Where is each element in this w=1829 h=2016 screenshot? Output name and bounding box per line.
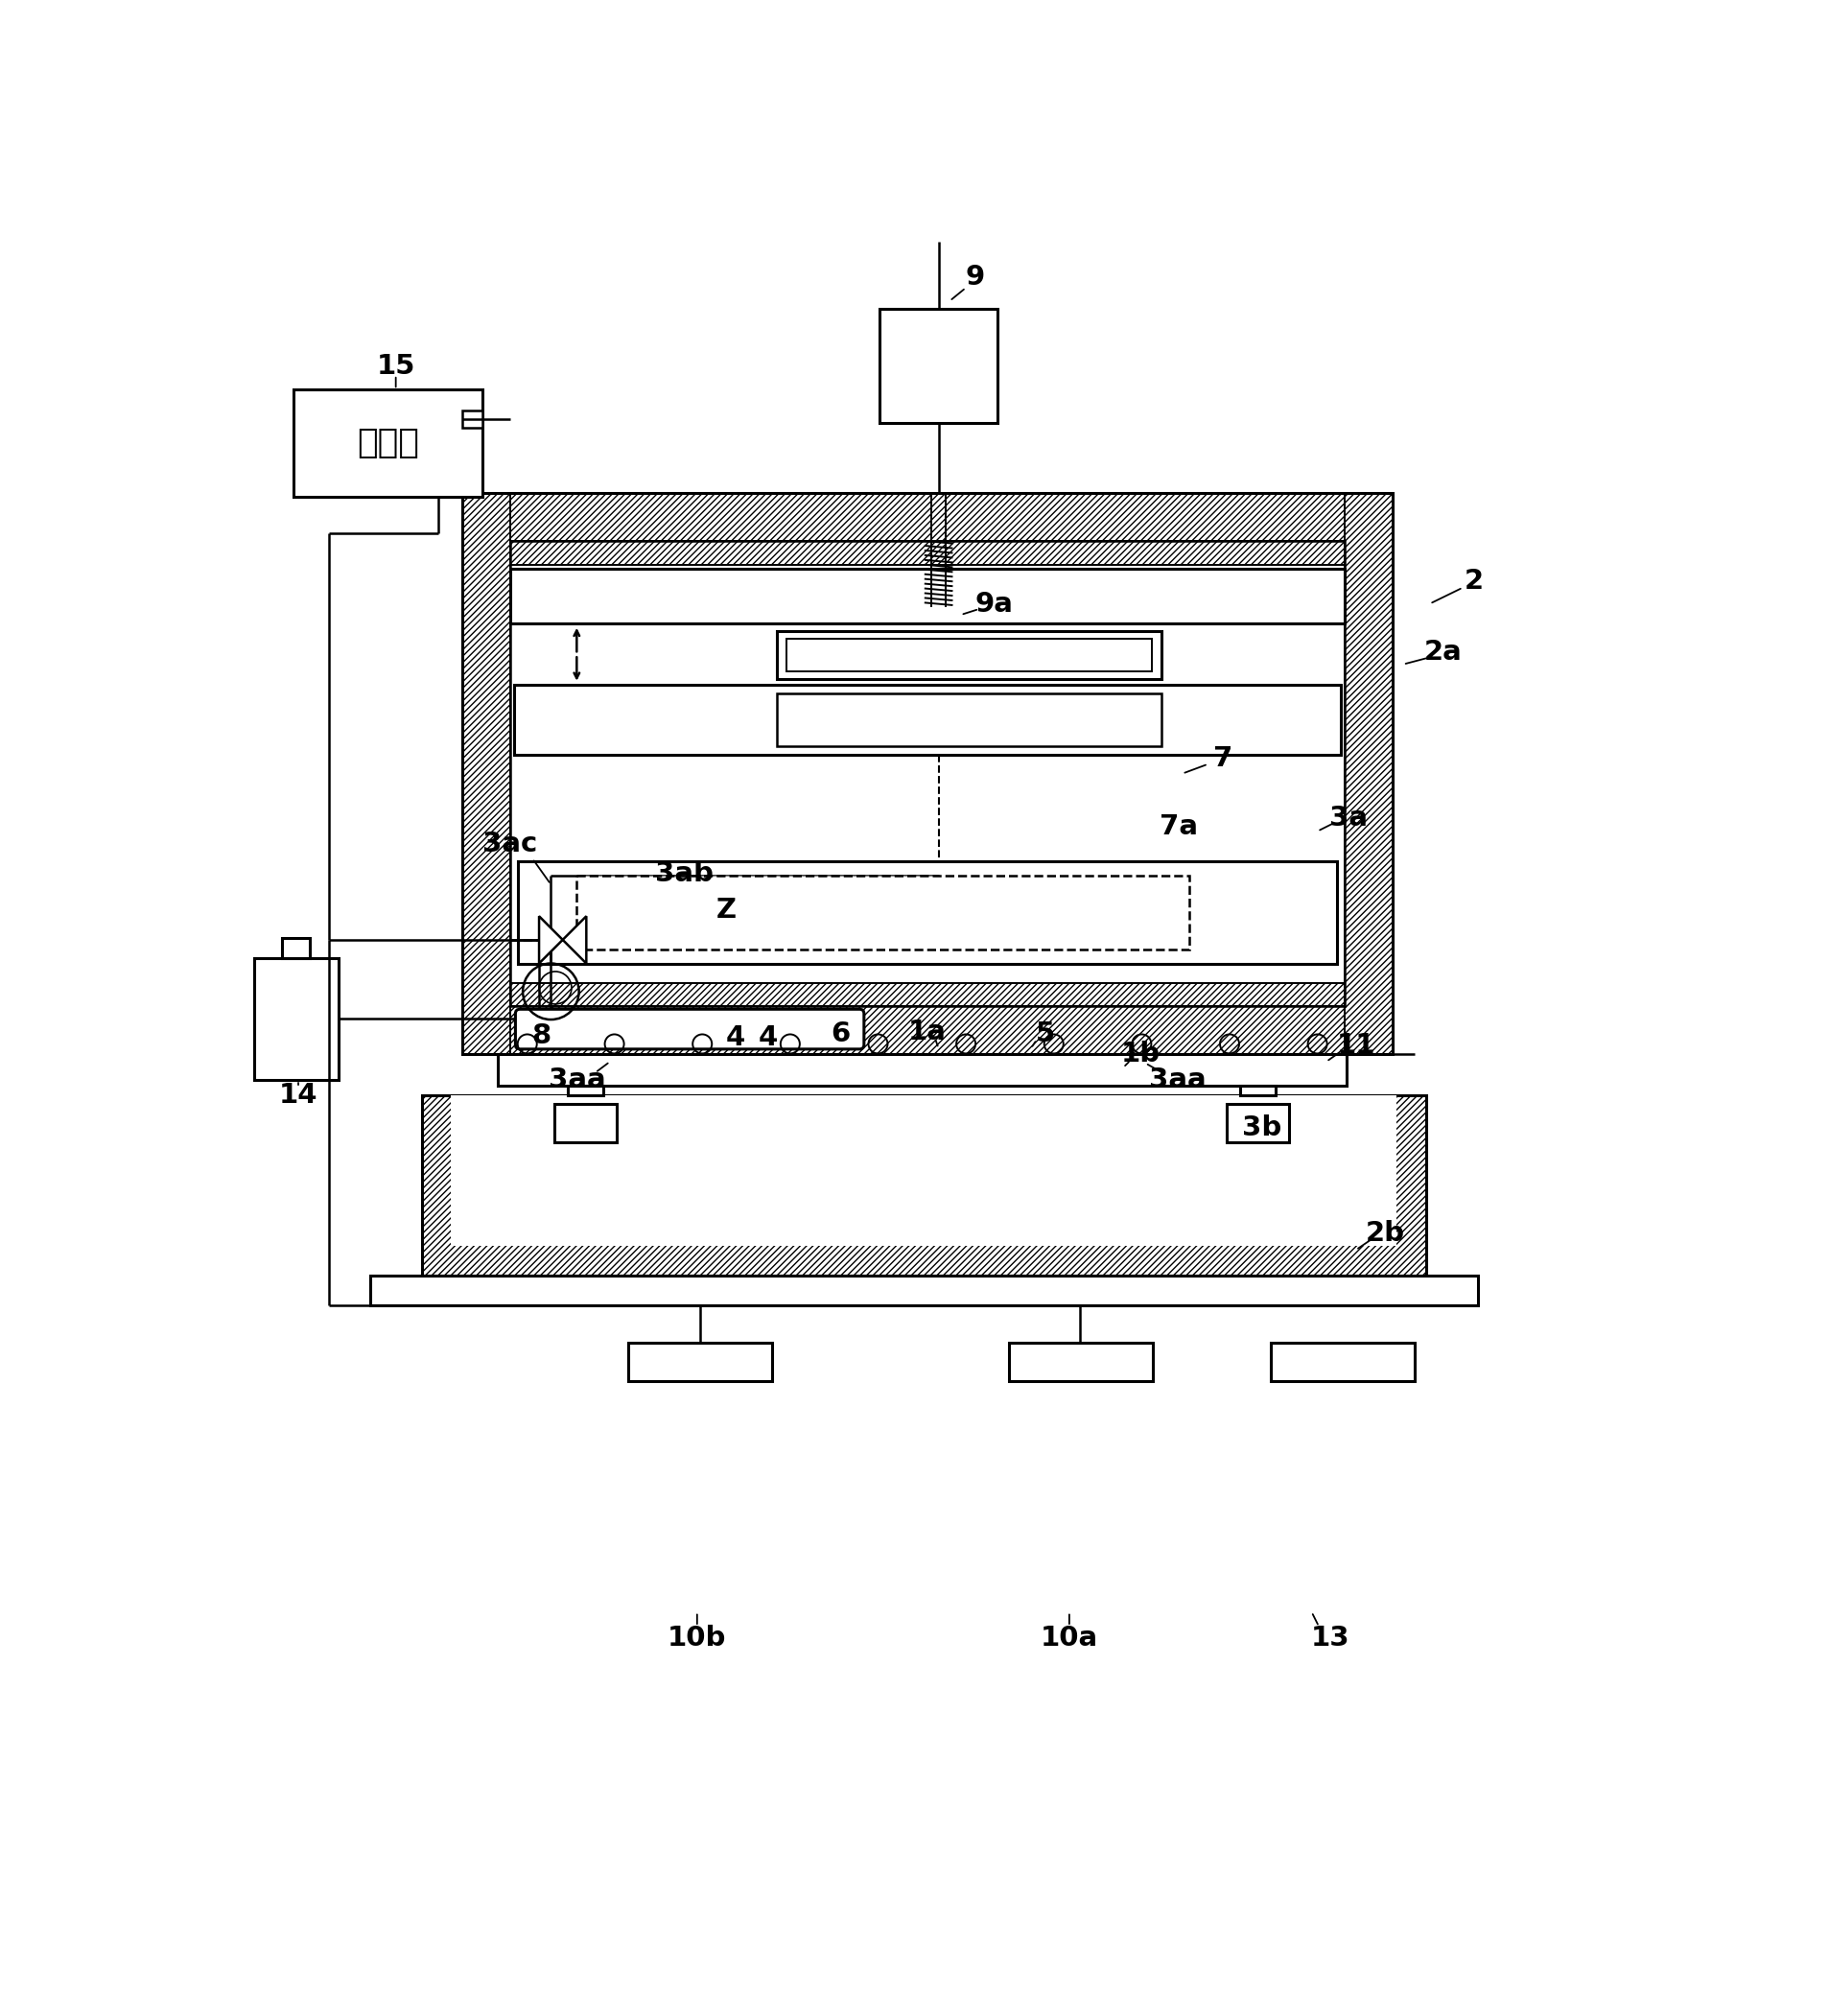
Bar [421,1095,1425,1276]
Bar [497,1054,1346,1085]
Bar [567,1085,604,1095]
Polygon shape [562,915,585,964]
Bar [514,685,1341,756]
Bar [463,494,1392,540]
Text: 1a: 1a [907,1018,946,1046]
Text: 5: 5 [1035,1020,1055,1046]
Text: 3b: 3b [1242,1115,1280,1141]
Text: 10b: 10b [668,1625,726,1651]
Text: 7a: 7a [1160,812,1198,841]
Bar [254,958,338,1081]
Text: 11: 11 [1335,1032,1375,1058]
Bar [421,1095,1425,1276]
Bar [369,1276,1478,1304]
Bar [452,1095,1396,1246]
Text: 控制器: 控制器 [357,427,419,460]
Bar [777,694,1161,746]
Bar [1240,1085,1275,1095]
Text: 9: 9 [966,264,984,290]
Text: 14: 14 [278,1081,318,1109]
Bar [627,1343,772,1381]
Bar [282,937,309,958]
Text: 3ab: 3ab [655,861,713,887]
Bar [510,569,1344,623]
Bar [786,639,1152,671]
Bar [777,631,1161,679]
Text: 2a: 2a [1423,639,1461,665]
Bar [510,982,1344,1006]
Text: 2: 2 [1463,569,1483,595]
Text: 2b: 2b [1364,1220,1405,1246]
Bar [463,494,510,1054]
Bar [510,540,1344,564]
Bar [576,875,1189,950]
Bar [294,389,483,496]
Bar [880,308,997,423]
Text: 10a: 10a [1041,1625,1097,1651]
Text: 1b: 1b [1119,1040,1160,1068]
Text: 15: 15 [377,353,415,379]
Bar [554,1103,616,1143]
Text: Z: Z [717,897,737,923]
Text: 3aa: 3aa [549,1066,605,1093]
Bar [1008,1343,1152,1381]
Bar [518,861,1337,964]
FancyBboxPatch shape [516,1010,863,1048]
Text: 4: 4 [757,1024,777,1052]
Bar [510,540,1344,1006]
Text: 9a: 9a [975,591,1013,617]
Bar [463,1006,1392,1054]
Text: 3ac: 3ac [483,831,538,857]
Bar [1271,1343,1414,1381]
Text: 8: 8 [532,1022,551,1048]
Text: 3aa: 3aa [1149,1066,1205,1093]
Text: 3a: 3a [1328,804,1366,831]
Text: 6: 6 [830,1020,850,1046]
Bar [1225,1103,1288,1143]
Polygon shape [540,915,562,964]
Text: 13: 13 [1310,1625,1348,1651]
Bar [463,494,1392,1054]
Text: 7: 7 [1213,746,1233,772]
Bar [1344,494,1392,1054]
Bar [463,411,483,427]
Text: 4: 4 [726,1024,744,1052]
